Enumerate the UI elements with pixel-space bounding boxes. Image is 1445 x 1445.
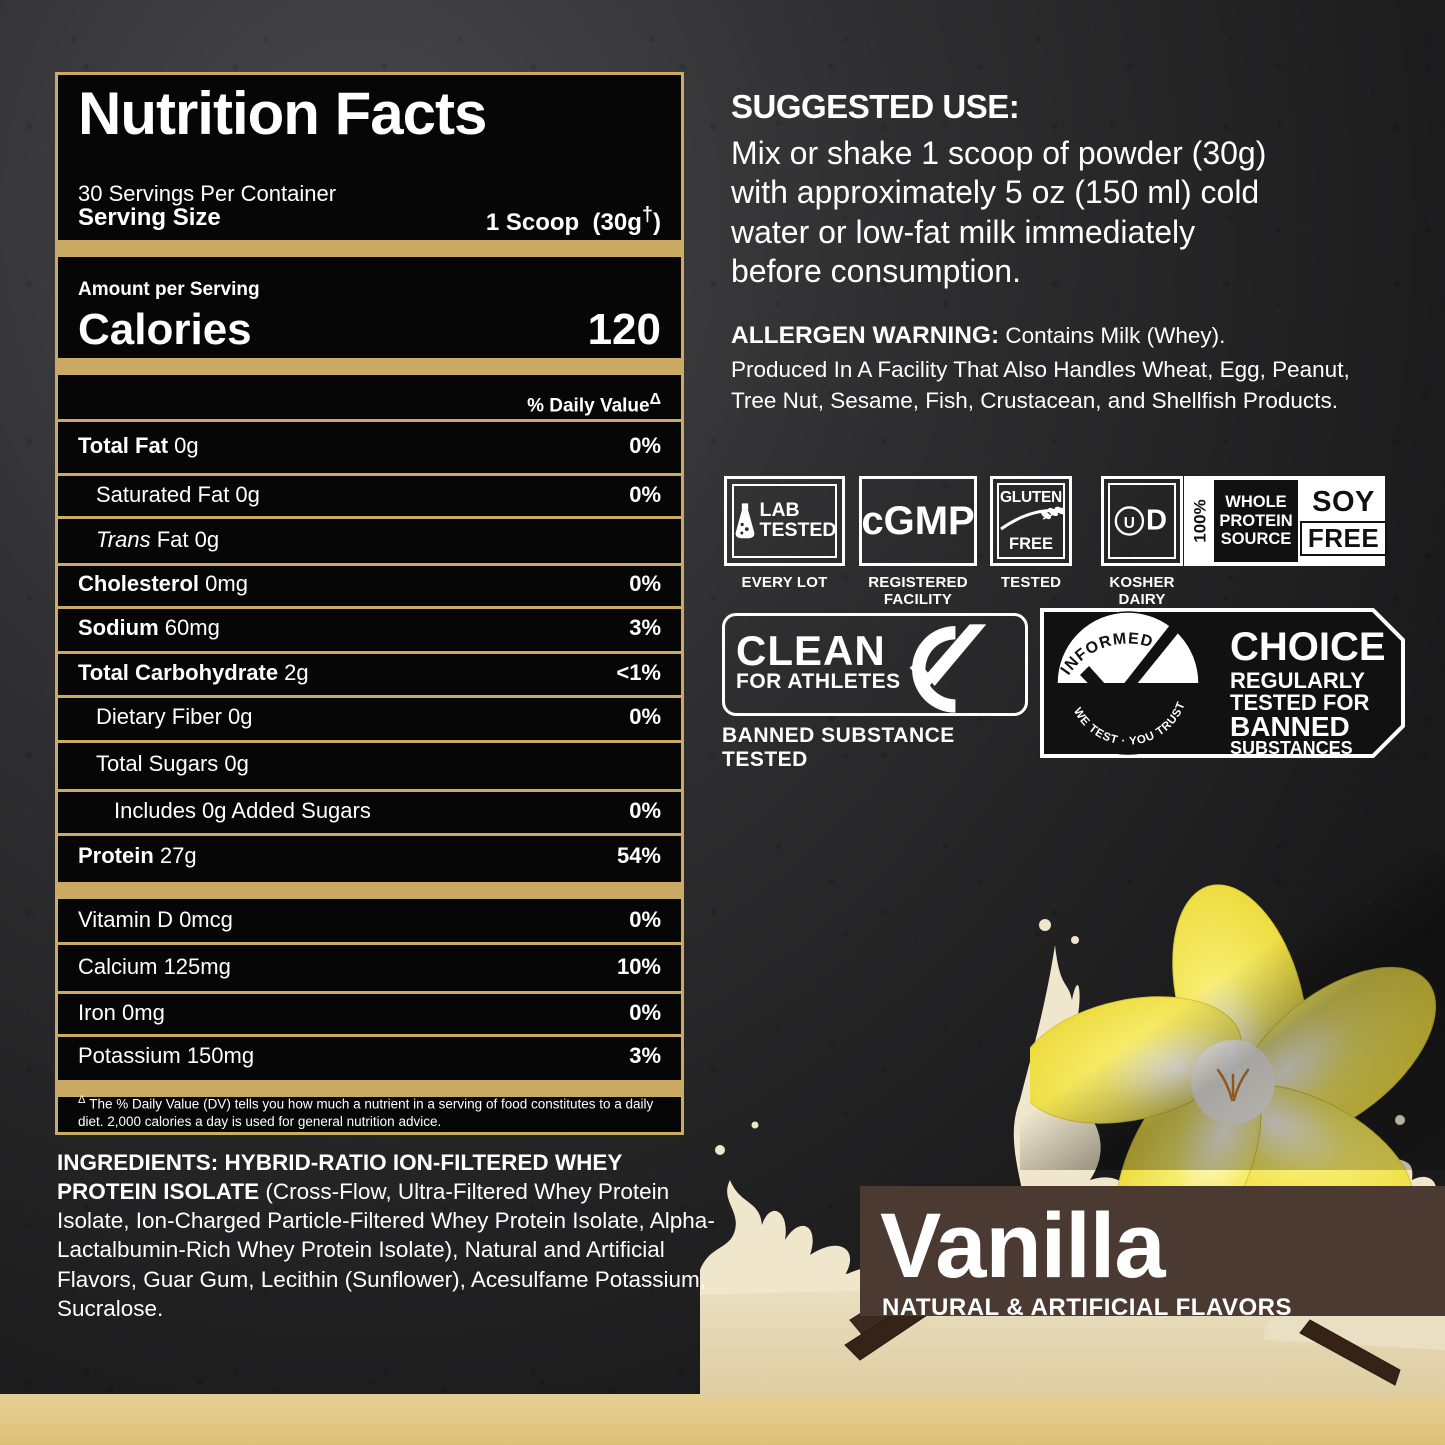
svg-text:D: D bbox=[1146, 505, 1167, 537]
svg-text:U: U bbox=[1124, 515, 1135, 532]
svg-text:SUBSTANCES: SUBSTANCES bbox=[1230, 738, 1353, 758]
svg-text:CHOICE: CHOICE bbox=[1230, 625, 1386, 669]
